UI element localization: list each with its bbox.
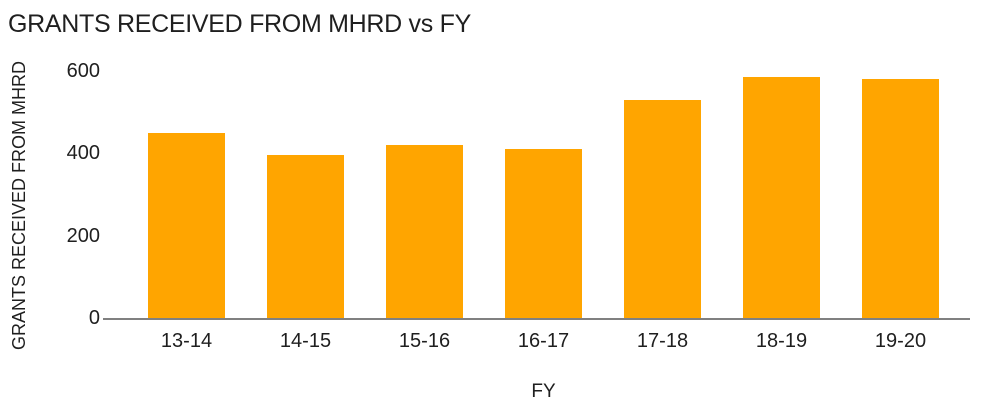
bar-band <box>365 71 484 318</box>
x-tick-label: 15-16 <box>398 330 451 352</box>
x-tick-label: 16-17 <box>517 330 570 352</box>
x-tick-label: 18-19 <box>755 330 808 352</box>
bar <box>147 132 226 318</box>
x-axis-tick-labels: 13-14 14-15 15-16 16-17 17-18 18-19 19-20 <box>127 329 960 353</box>
bar-band <box>722 71 841 318</box>
x-tick-label: 19-20 <box>874 330 927 352</box>
x-tick-label: 17-18 <box>636 330 689 352</box>
bar <box>742 77 821 318</box>
bar <box>861 79 940 318</box>
y-tick-label: 200 <box>66 224 100 247</box>
x-axis-line <box>103 318 970 320</box>
bar <box>623 99 702 318</box>
chart-title: GRANTS RECEIVED FROM MHRD vs FY <box>8 10 471 38</box>
bar-band <box>246 71 365 318</box>
bar <box>504 149 583 318</box>
y-tick-label: 400 <box>66 142 100 165</box>
x-axis-title: FY <box>531 381 556 402</box>
plot-area <box>127 71 960 318</box>
x-tick-label: 13-14 <box>160 330 213 352</box>
x-tick-label: 14-15 <box>279 330 332 352</box>
bar-band <box>841 71 960 318</box>
y-tick-label: 0 <box>88 307 100 329</box>
bar <box>385 145 464 318</box>
bar-band <box>484 71 603 318</box>
bar-band <box>603 71 722 318</box>
bar-band <box>127 71 246 318</box>
y-tick-label: 600 <box>66 60 100 82</box>
bar <box>266 155 345 318</box>
